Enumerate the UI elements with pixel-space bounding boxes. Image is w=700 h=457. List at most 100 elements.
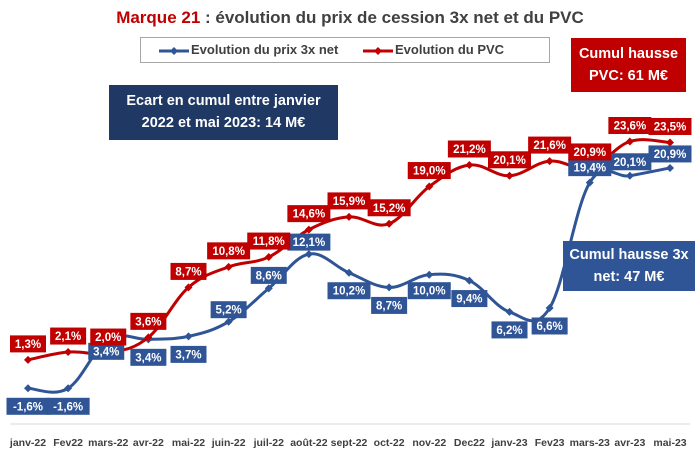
data-label-box: [207, 242, 251, 260]
pvc-callout-line2: PVC: 61 M€: [589, 68, 668, 84]
x-tick-label: Dec22: [454, 437, 485, 449]
data-label: 21,6%: [528, 136, 572, 154]
data-point: [385, 283, 394, 292]
data-label: -1,6%: [46, 397, 90, 415]
data-point: [345, 268, 353, 277]
x-tick-label: oct-22: [374, 437, 405, 449]
data-point: [385, 219, 394, 228]
data-label-box: [531, 317, 568, 335]
data-label: -1,6%: [6, 397, 50, 415]
data-label-text: 5,2%: [216, 305, 242, 317]
data-point: [184, 283, 193, 292]
data-label: 6,6%: [531, 317, 568, 335]
legend-blue-line-icon: [159, 46, 189, 55]
data-label: 5,2%: [210, 301, 247, 319]
data-label-box: [608, 153, 652, 171]
series-pvc: [24, 137, 674, 364]
data-point: [345, 212, 353, 221]
data-label: 23,5%: [648, 117, 692, 135]
data-label: 3,4%: [130, 348, 167, 366]
data-label-box: [407, 282, 451, 300]
data-label: 9,4%: [451, 290, 488, 308]
data-point: [224, 317, 233, 326]
x-tick-label: avr-22: [133, 437, 164, 449]
data-label: 3,7%: [170, 345, 207, 363]
data-label-box: [46, 397, 90, 415]
x-tick-label: août-22: [290, 437, 328, 449]
x-tick-label: mai-22: [172, 437, 205, 449]
data-label-box: [170, 262, 207, 280]
legend-blue-label: Evolution du prix 3x net: [191, 42, 339, 57]
data-label-box: [648, 117, 692, 135]
data-label-text: 6,6%: [537, 321, 563, 333]
data-label-box: [130, 312, 167, 330]
data-label-box: [10, 335, 46, 353]
data-point: [625, 171, 634, 180]
data-point: [425, 270, 434, 279]
data-label-text: 10,2%: [333, 286, 366, 298]
data-label: 1,3%: [10, 335, 46, 353]
data-label-text: 3,6%: [135, 316, 161, 328]
data-label-text: 15,9%: [333, 196, 366, 208]
data-label-text: 8,6%: [256, 270, 282, 282]
data-label-text: 12,1%: [293, 237, 326, 249]
data-label-text: 6,2%: [496, 325, 522, 337]
data-label-box: [247, 232, 291, 250]
data-label-text: -1,6%: [53, 401, 83, 413]
data-point: [24, 384, 32, 393]
data-label-box: [210, 301, 247, 319]
ecart-callout-line1: Ecart en cumul entre janvier: [126, 93, 321, 109]
data-label-text: 15,2%: [373, 203, 406, 215]
x-tick-label: sept-22: [331, 437, 368, 449]
x-tick-label: mai-23: [653, 437, 686, 449]
data-label: 20,1%: [488, 151, 531, 169]
data-label-text: 3,7%: [175, 349, 201, 361]
chart-title-rest: : évolution du prix de cession 3x net et…: [200, 8, 584, 27]
x-tick-label: Fev22: [53, 437, 83, 449]
data-label-box: [608, 117, 652, 135]
data-label-text: 8,7%: [376, 300, 402, 312]
data-point: [304, 250, 313, 259]
data-label-text: -1,6%: [13, 401, 43, 413]
net-callout-line2: net: 47 M€: [593, 269, 665, 285]
legend: Evolution du prix 3x net Evolution du PV…: [140, 37, 550, 63]
ecart-callout-line2: 2022 et mai 2023: 14 M€: [141, 115, 306, 131]
data-label: 23,6%: [608, 117, 652, 135]
data-label-box: [491, 321, 528, 339]
data-point: [304, 225, 313, 234]
data-label-text: 2,0%: [95, 332, 121, 344]
data-label: 14,6%: [287, 205, 331, 223]
data-point: [505, 307, 514, 316]
data-label: 19,0%: [407, 162, 451, 180]
data-label-text: 2,1%: [55, 331, 81, 343]
x-tick-label: janv-23: [490, 437, 527, 449]
data-label-box: [287, 205, 331, 223]
data-label: 2,0%: [90, 328, 127, 346]
data-label-text: 19,4%: [573, 163, 606, 175]
data-label-text: 11,8%: [253, 236, 285, 248]
legend-red-label: Evolution du PVC: [395, 42, 505, 57]
data-label-text: 8,7%: [175, 266, 201, 278]
data-label-text: 20,9%: [573, 147, 606, 159]
data-label: 11,8%: [247, 232, 291, 250]
data-label-box: [407, 162, 451, 180]
net-callout: Cumul hausse 3x net: 47 M€: [563, 241, 695, 291]
data-point: [184, 332, 193, 341]
data-point: [666, 138, 674, 147]
pvc-callout-line1: Cumul hausse: [578, 46, 679, 62]
data-label: 8,7%: [371, 296, 408, 314]
data-label: 20,9%: [648, 145, 692, 163]
data-label-box: [447, 140, 491, 158]
data-label: 19,4%: [568, 159, 612, 177]
data-point: [465, 276, 474, 285]
data-label: 21,2%: [447, 140, 491, 158]
data-label-text: 20,1%: [493, 155, 526, 167]
data-label: 2,1%: [50, 327, 87, 345]
x-tick-label: Fev23: [535, 437, 565, 449]
data-point: [264, 284, 273, 293]
data-label-box: [327, 282, 371, 300]
data-label: 20,1%: [608, 153, 652, 171]
data-label-text: 3,4%: [135, 352, 161, 364]
data-point: [24, 355, 32, 364]
